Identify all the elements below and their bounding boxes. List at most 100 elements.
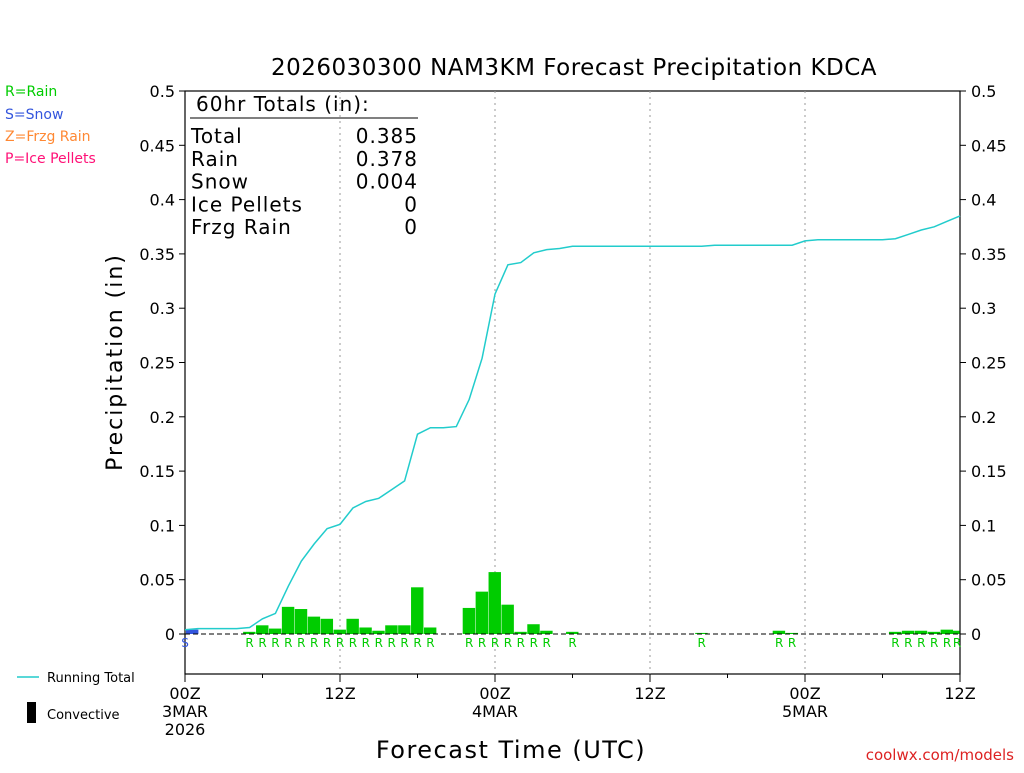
precip-type-label: R [426,636,434,650]
y-tick-label-left: 0.5 [150,82,175,101]
precip-type-label: R [891,636,899,650]
y-tick-label-left: 0.2 [150,408,175,427]
running-total-legend: Running Total [47,671,135,686]
plot-frame [184,90,961,675]
y-tick-label-left: 0.05 [139,571,175,590]
precip-type-label: R [375,636,383,650]
precip-bar [385,625,398,634]
precip-bar [514,631,527,634]
precip-bar [527,624,540,634]
precip-type-label: R [491,636,499,650]
credit-link[interactable]: coolwx.com/models [866,746,1014,764]
x-tick-label: 3MAR [162,702,208,721]
precip-bar [695,632,708,634]
precip-bar [359,627,372,634]
y-tick-label-right: 0.1 [971,516,996,535]
y-tick-label-left: 0.15 [139,462,175,481]
precip-bar [501,604,514,634]
precip-type-label: R [478,636,486,650]
y-tick-label-left: 0.45 [139,136,175,155]
y-tick-label-right: 0.15 [971,462,1007,481]
precip-bar [888,631,902,634]
y-tick-label-left: 0.3 [150,299,175,318]
convective-swatch [27,702,36,723]
precip-type-label: R [953,636,961,650]
y-tick-label-right: 0.25 [971,354,1007,373]
totals-rows: Total 0.385 Rain 0.378 Snow 0.004 Ice Pellets 0… [190,124,418,239]
precip-type-label: R [697,636,705,650]
legend-frzg-rain: Z=Frzg Rain [5,129,91,145]
precip-type-label: R [530,636,538,650]
precip-bar [256,625,269,634]
precip-type-label: R [336,636,344,650]
precip-bar [294,609,308,634]
precip-type-label: R [930,636,938,650]
totals-label: Frzg Rain [191,215,292,239]
precip-bar [333,629,346,634]
precip-type-label: R [788,636,796,650]
precip-bar [346,618,359,634]
precip-type-label: R [413,636,421,650]
x-tick-label: 12Z [944,684,975,703]
hourly-precip-bars [186,572,960,634]
precip-bar [785,632,799,634]
y-tick-label-right: 0 [971,625,981,644]
y-axis-ticks: 0 0 0.05 0.05 0.1 0.1 0.15 0.15 0.2 0.2 0.25 0.25 0.… [139,82,1006,644]
totals-title: 60hr Totals (in): [196,92,370,116]
y-tick-label-right: 0.4 [971,191,996,210]
precip-bar [566,631,579,634]
totals-label: Rain [191,147,239,171]
x-tick-label: 00Z [789,684,820,703]
x-tick-label: 00Z [169,684,200,703]
precip-type-label: R [904,636,912,650]
y-tick-label-right: 0.05 [971,571,1007,590]
series-legend: Running Total Convective [17,671,135,723]
precip-type-label: R [349,636,357,650]
x-axis-label: Forecast Time (UTC) [376,736,646,764]
totals-value: 0.385 [356,124,418,148]
totals-value: 0 [404,192,418,216]
totals-label: Ice Pellets [191,192,303,216]
y-tick-label-right: 0.5 [971,82,996,101]
totals-label: Snow [191,170,249,194]
precip-type-label: R [568,636,576,650]
precip-type-label: R [542,636,550,650]
precip-type-label: R [245,636,253,650]
precip-type-label: R [504,636,512,650]
precip-bar [914,630,928,634]
precip-bar [411,587,424,634]
precip-type-legend: R=Rain S=Snow Z=Frzg Rain P=Ice Pellets [5,84,96,167]
precip-bar [372,630,385,634]
precip-type-label: R [323,636,331,650]
precip-type-label: R [775,636,783,650]
precip-type-label: R [917,636,925,650]
precip-type-label: R [310,636,318,650]
totals-value: 0.378 [356,147,418,171]
y-tick-label-right: 0.2 [971,408,996,427]
precip-type-label: R [284,636,292,650]
precip-bar [947,630,960,634]
running-total-line [184,215,961,631]
x-tick-label: 12Z [634,684,665,703]
precip-bar [927,631,941,634]
convective-legend: Convective [47,708,120,723]
precip-type-label: S [181,636,189,650]
legend-ice-pellets: P=Ice Pellets [5,151,96,167]
precip-type-label: R [517,636,525,650]
precip-type-label: R [400,636,408,650]
precip-bar [488,572,501,634]
precip-bar [281,606,295,634]
x-tick-label: 12Z [324,684,355,703]
precip-bar [398,625,411,634]
precip-bar [307,616,321,634]
totals-box: 60hr Totals (in): Total 0.385 Rain 0.378 Sno… [190,92,418,239]
y-tick-label-right: 0.3 [971,299,996,318]
precip-bar [462,607,476,634]
y-axis-label: Precipitation (in) [103,253,128,471]
y-tick-label-left: 0.25 [139,354,175,373]
x-tick-label: 5MAR [782,702,828,721]
y-tick-label-left: 0.1 [150,516,175,535]
